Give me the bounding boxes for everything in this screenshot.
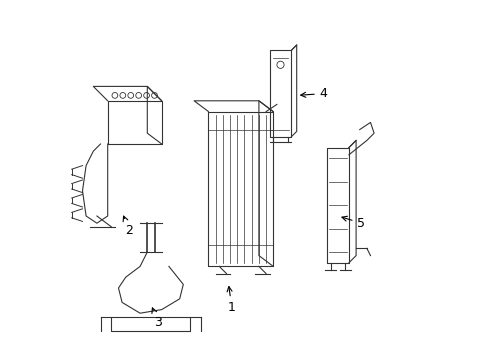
Text: 3: 3 [152,308,162,329]
Text: 4: 4 [300,87,327,100]
Text: 5: 5 [341,216,365,230]
Text: 1: 1 [226,287,235,314]
Text: 2: 2 [123,216,133,237]
